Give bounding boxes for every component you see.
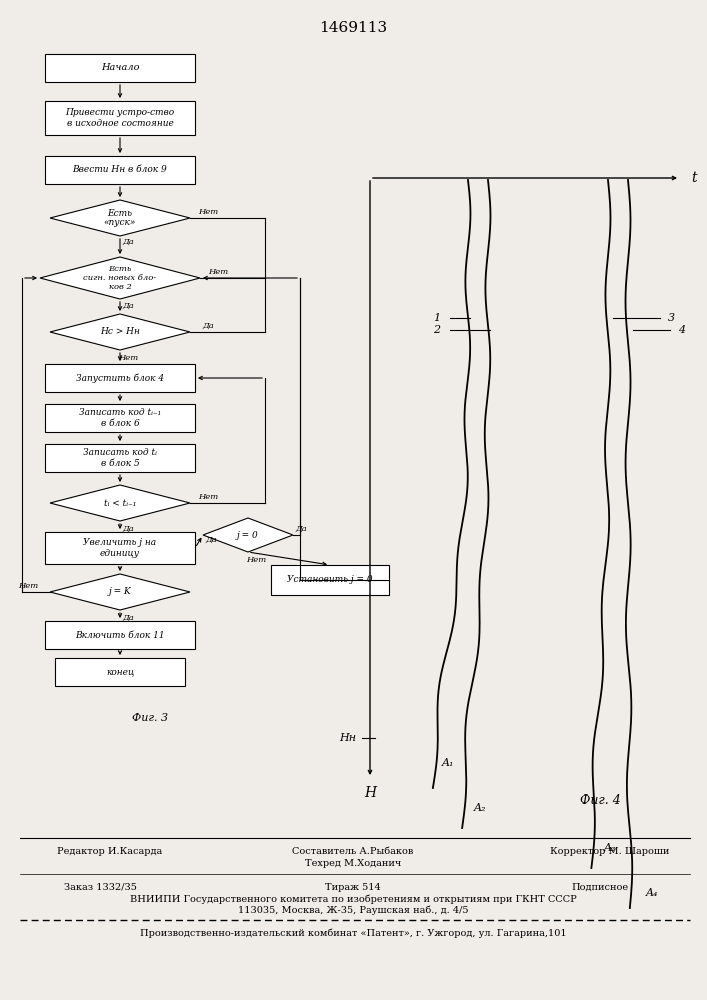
- Text: Да: Да: [122, 302, 134, 310]
- Bar: [45, 101, 195, 135]
- Text: Техред М.Ходанич: Техред М.Ходанич: [305, 859, 401, 868]
- Polygon shape: [50, 314, 190, 350]
- Text: A₃: A₃: [604, 843, 617, 853]
- Text: 1: 1: [433, 313, 440, 323]
- Text: Записать код tᵢ₋₁
в блок 6: Записать код tᵢ₋₁ в блок 6: [79, 408, 161, 428]
- Text: Нет: Нет: [208, 268, 228, 276]
- Text: Редактор И.Касарда: Редактор И.Касарда: [57, 848, 163, 856]
- Text: 1469113: 1469113: [319, 21, 387, 35]
- Polygon shape: [203, 518, 293, 552]
- Text: Да: Да: [202, 322, 214, 330]
- Polygon shape: [50, 485, 190, 521]
- Text: Тираж 514: Тираж 514: [325, 882, 381, 892]
- Text: Да: Да: [122, 238, 134, 246]
- Text: Записать код tᵢ
в блок 5: Записать код tᵢ в блок 5: [83, 448, 157, 468]
- Polygon shape: [40, 257, 200, 299]
- Text: Увеличить j на
единицу: Увеличить j на единицу: [83, 538, 156, 558]
- Text: 3: 3: [668, 313, 675, 323]
- Bar: [45, 54, 195, 82]
- Text: Производственно-издательский комбинат «Патент», г. Ужгород, ул. Гагарина,101: Производственно-издательский комбинат «П…: [140, 928, 566, 938]
- Text: Нс > Нн: Нс > Нн: [100, 328, 140, 336]
- Text: Корректор М. Шароши: Корректор М. Шароши: [550, 848, 670, 856]
- Text: ВНИИПИ Государственного комитета по изобретениям и открытиям при ГКНТ СССР: ВНИИПИ Государственного комитета по изоб…: [129, 894, 576, 904]
- Text: Заказ 1332/35: Заказ 1332/35: [64, 882, 136, 892]
- Text: Нет: Нет: [198, 493, 218, 501]
- Text: Ввести Нн в блок 9: Ввести Нн в блок 9: [73, 165, 168, 174]
- Text: Да: Да: [122, 614, 134, 622]
- Bar: [55, 658, 185, 686]
- Text: j = K: j = K: [109, 587, 132, 596]
- Text: Есть
сигн. новых бло-
ков 2: Есть сигн. новых бло- ков 2: [83, 265, 156, 291]
- Text: 4: 4: [678, 325, 685, 335]
- Text: Включить блок 11: Включить блок 11: [75, 631, 165, 640]
- Bar: [45, 532, 195, 564]
- Text: Запустить блок 4: Запустить блок 4: [76, 373, 164, 383]
- Text: A₄: A₄: [645, 888, 658, 898]
- Text: Да: Да: [122, 525, 134, 533]
- Bar: [45, 364, 195, 392]
- Text: tᵢ < tᵢ₋₁: tᵢ < tᵢ₋₁: [104, 498, 136, 508]
- Text: конец: конец: [106, 668, 134, 676]
- Text: A₁: A₁: [442, 758, 455, 768]
- Text: A₂: A₂: [474, 803, 486, 813]
- Bar: [45, 404, 195, 432]
- Text: Есть
«пуск»: Есть «пуск»: [104, 209, 136, 227]
- Text: Да: Да: [295, 525, 307, 533]
- Text: j = 0: j = 0: [237, 530, 259, 540]
- Polygon shape: [50, 574, 190, 610]
- Text: t: t: [691, 171, 697, 185]
- Text: 2: 2: [433, 325, 440, 335]
- Text: Да: Да: [205, 536, 217, 544]
- Text: Нет: Нет: [18, 582, 38, 590]
- Bar: [45, 444, 195, 472]
- Text: Начало: Начало: [101, 64, 139, 73]
- Text: Hн: Hн: [339, 733, 356, 743]
- Polygon shape: [50, 200, 190, 236]
- Text: H: H: [364, 786, 376, 800]
- Text: 113035, Москва, Ж-35, Раушская наб., д. 4/5: 113035, Москва, Ж-35, Раушская наб., д. …: [238, 905, 468, 915]
- Text: Нет: Нет: [118, 354, 138, 362]
- Bar: [45, 156, 195, 184]
- Text: Подписное: Подписное: [571, 882, 629, 892]
- Bar: [45, 621, 195, 649]
- Bar: [271, 565, 389, 595]
- Text: Нет: Нет: [246, 556, 266, 564]
- Text: Фиг. 3: Фиг. 3: [132, 713, 168, 723]
- Text: Установить j = 0: Установить j = 0: [287, 576, 373, 584]
- Text: Привести устро-ство
в исходное состояние: Привести устро-ство в исходное состояние: [66, 108, 175, 128]
- Text: Составитель А.Рыбаков: Составитель А.Рыбаков: [293, 848, 414, 856]
- Text: Фиг. 4: Фиг. 4: [580, 794, 620, 806]
- Text: Нет: Нет: [198, 208, 218, 216]
